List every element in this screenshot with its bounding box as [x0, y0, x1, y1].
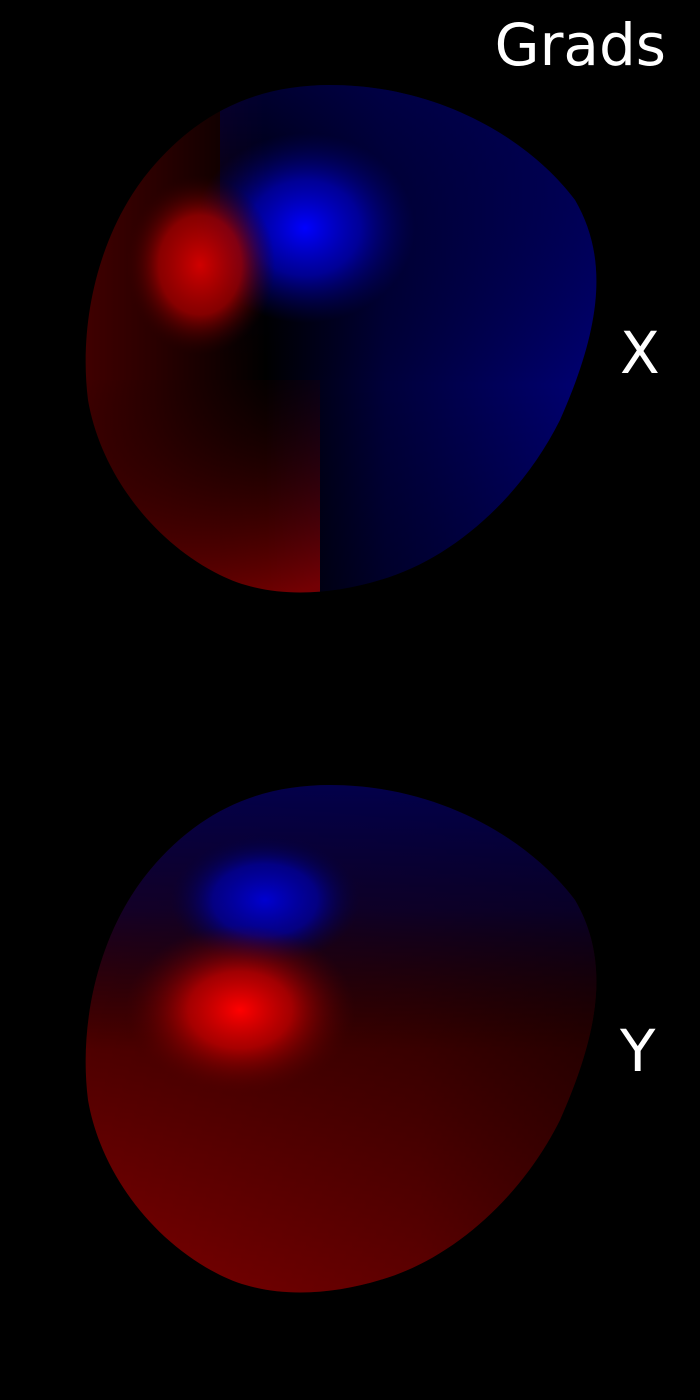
x-lower-red-shading [85, 380, 320, 593]
panel-label-y: Y [620, 1017, 656, 1085]
gradient-x-sphere [85, 85, 597, 593]
page-title: Grads [494, 11, 666, 79]
x-red-highlight [125, 175, 275, 355]
gradient-y-sphere [85, 785, 597, 1293]
y-top-blue-shading [85, 785, 597, 1293]
y-red-highlight [125, 925, 355, 1095]
panel-label-x: X [620, 319, 660, 387]
